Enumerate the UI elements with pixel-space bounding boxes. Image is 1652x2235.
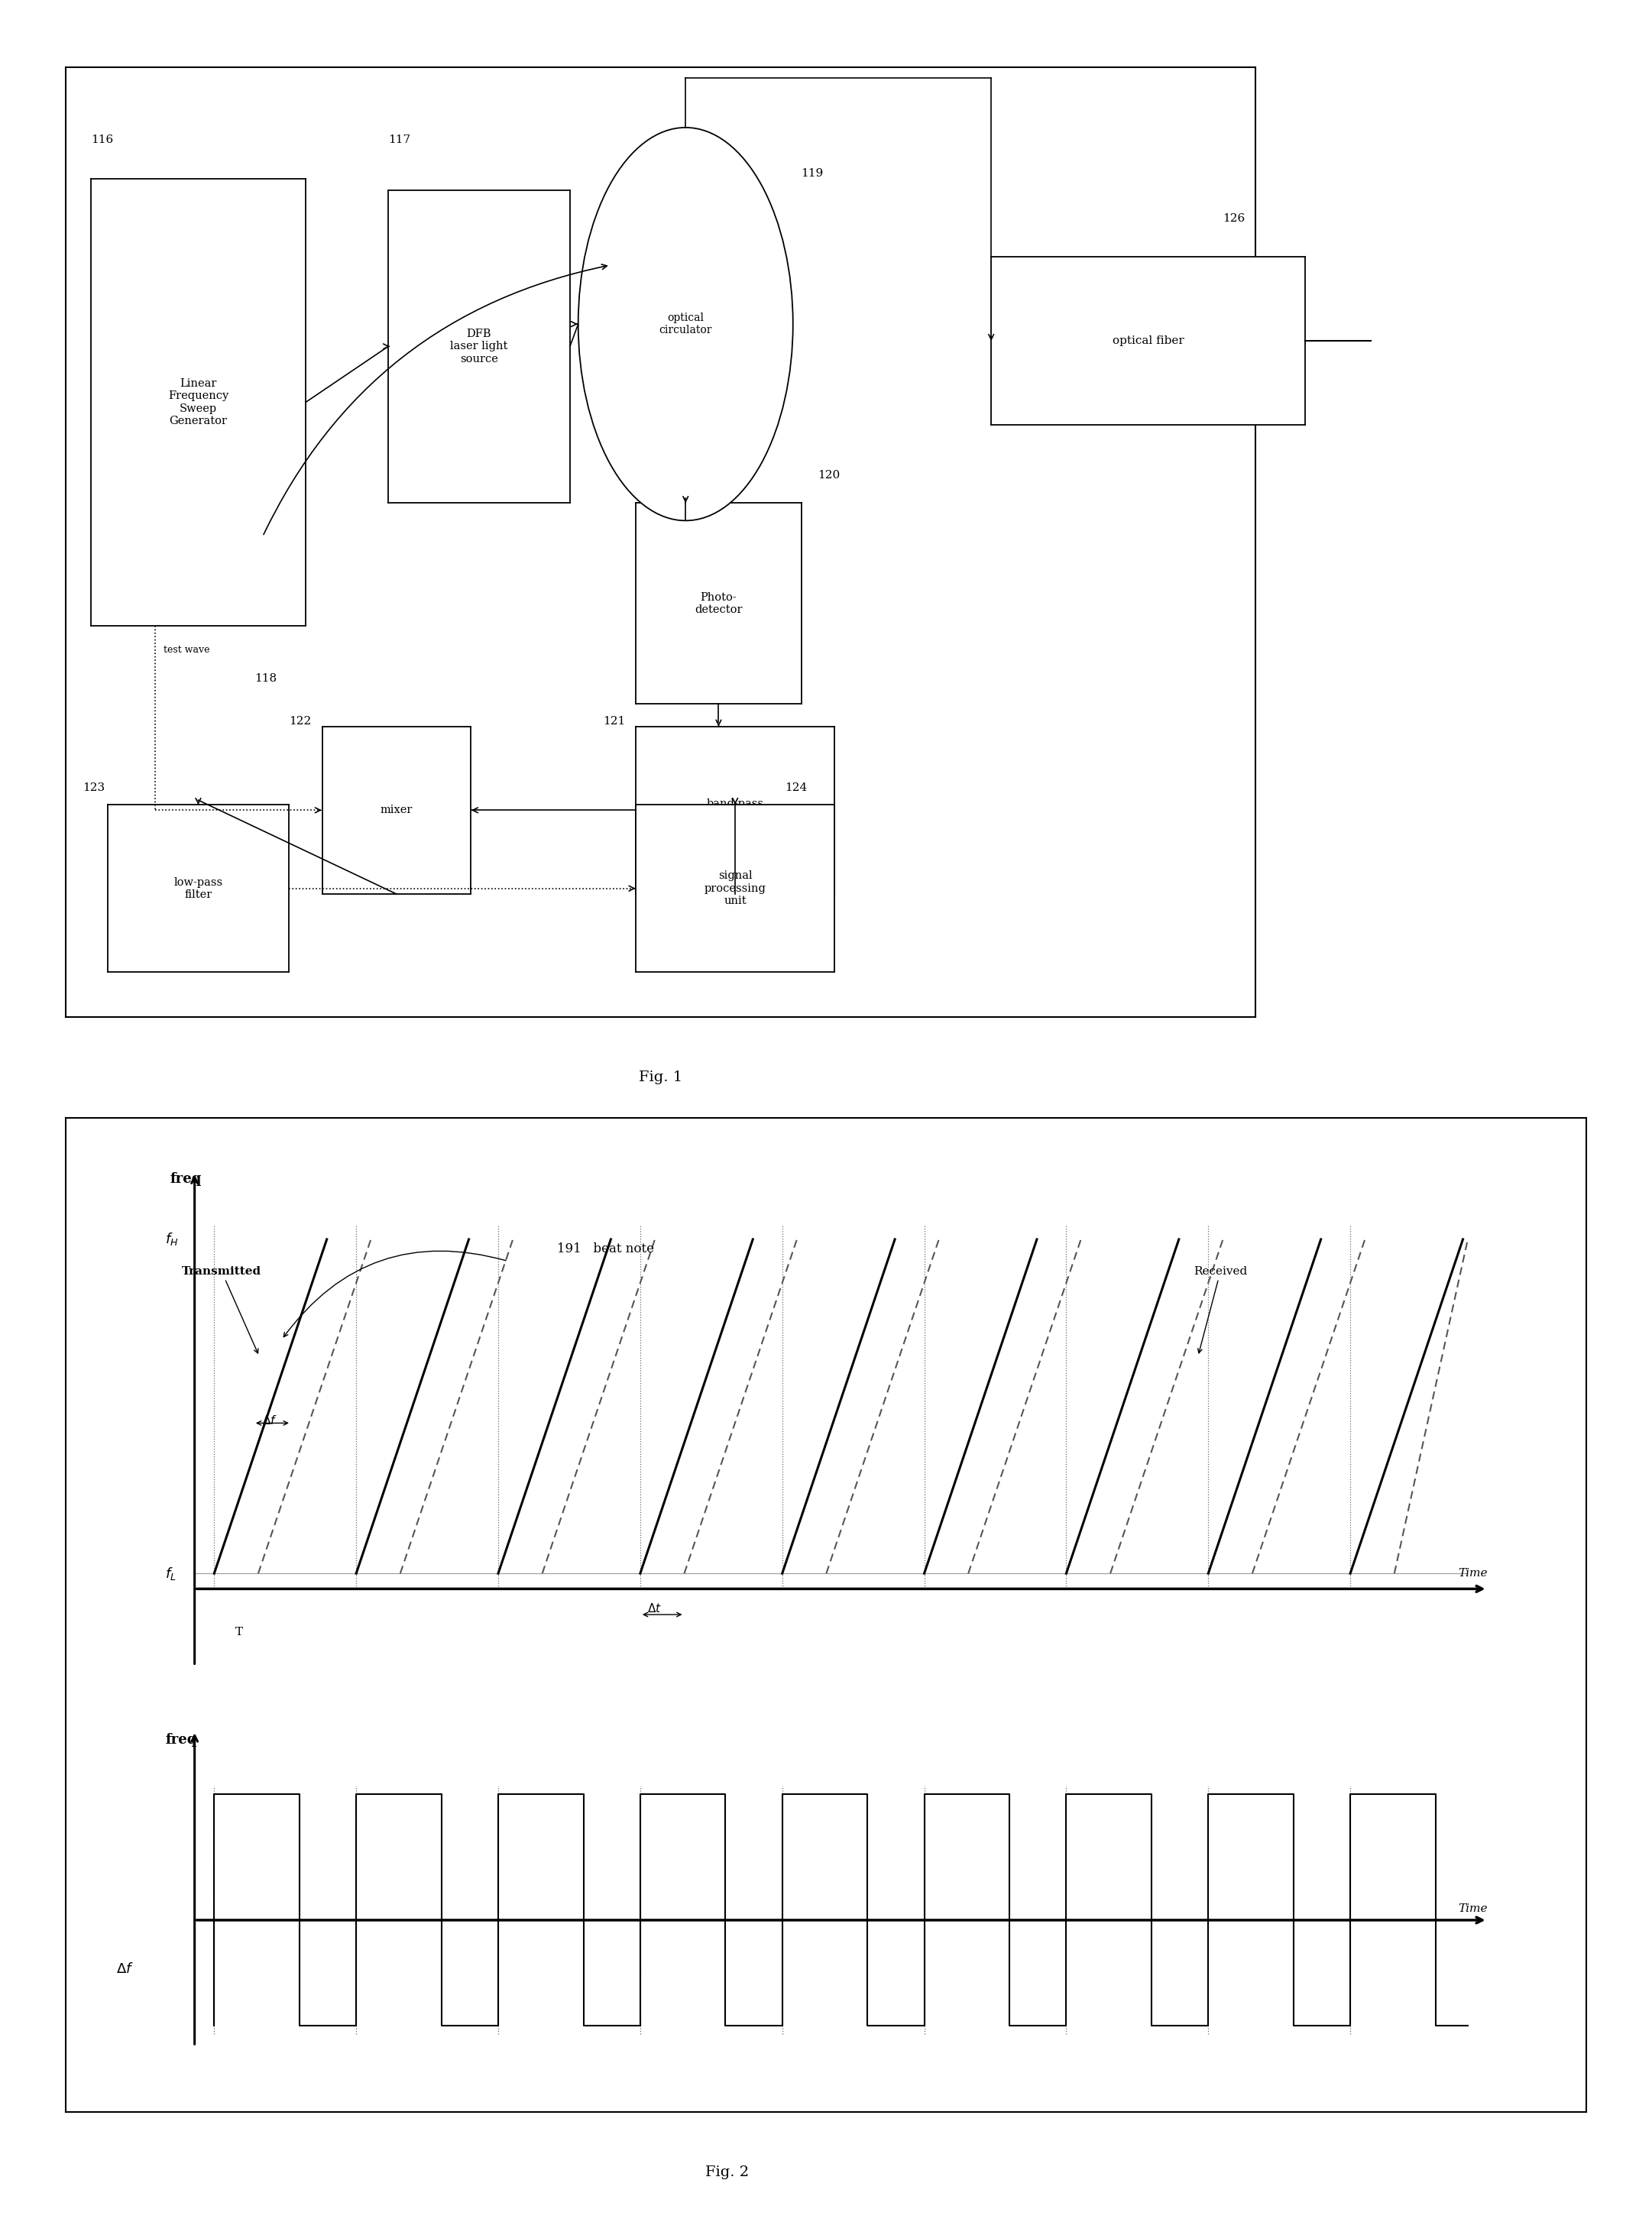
- Text: Time: Time: [1459, 1567, 1487, 1578]
- Text: $\Delta t$: $\Delta t$: [648, 1602, 661, 1614]
- Text: $f_L$: $f_L$: [165, 1564, 177, 1582]
- Text: 116: 116: [91, 134, 114, 145]
- Text: Fig. 2: Fig. 2: [705, 2166, 748, 2179]
- Text: Transmitted: Transmitted: [182, 1265, 261, 1352]
- Text: 123: 123: [83, 782, 104, 793]
- Text: 121: 121: [603, 715, 626, 726]
- Text: Received: Received: [1194, 1265, 1247, 1352]
- Text: Linear
Frequency
Sweep
Generator: Linear Frequency Sweep Generator: [169, 378, 228, 427]
- Text: 126: 126: [1222, 212, 1246, 223]
- Text: low-pass
filter: low-pass filter: [173, 876, 223, 901]
- Text: 117: 117: [388, 134, 410, 145]
- Text: mixer: mixer: [380, 805, 413, 816]
- Text: 124: 124: [785, 782, 808, 793]
- Text: freq: freq: [170, 1171, 202, 1187]
- Text: 122: 122: [289, 715, 312, 726]
- Text: optical
circulator: optical circulator: [659, 313, 712, 335]
- Text: Time: Time: [1459, 1904, 1487, 1913]
- Text: $\Delta f$: $\Delta f$: [263, 1415, 278, 1426]
- Text: $\Delta f$: $\Delta f$: [116, 1962, 134, 1976]
- Text: test wave: test wave: [164, 646, 210, 655]
- Text: Fig. 1: Fig. 1: [639, 1071, 682, 1084]
- Text: 191   beat note: 191 beat note: [557, 1243, 654, 1256]
- Text: Photo-
detector: Photo- detector: [695, 592, 742, 615]
- Text: $f_H$: $f_H$: [165, 1231, 178, 1247]
- Text: DFB
laser light
source: DFB laser light source: [451, 329, 507, 364]
- Text: optical fiber: optical fiber: [1112, 335, 1184, 346]
- Ellipse shape: [578, 127, 793, 521]
- Text: 118: 118: [254, 673, 276, 684]
- Text: signal
processing
unit: signal processing unit: [704, 872, 767, 905]
- Text: T: T: [236, 1627, 243, 1638]
- Text: 120: 120: [818, 469, 841, 481]
- Text: band-pass
filter: band-pass filter: [707, 798, 763, 822]
- Text: freq: freq: [165, 1732, 197, 1746]
- Text: 119: 119: [801, 168, 824, 179]
